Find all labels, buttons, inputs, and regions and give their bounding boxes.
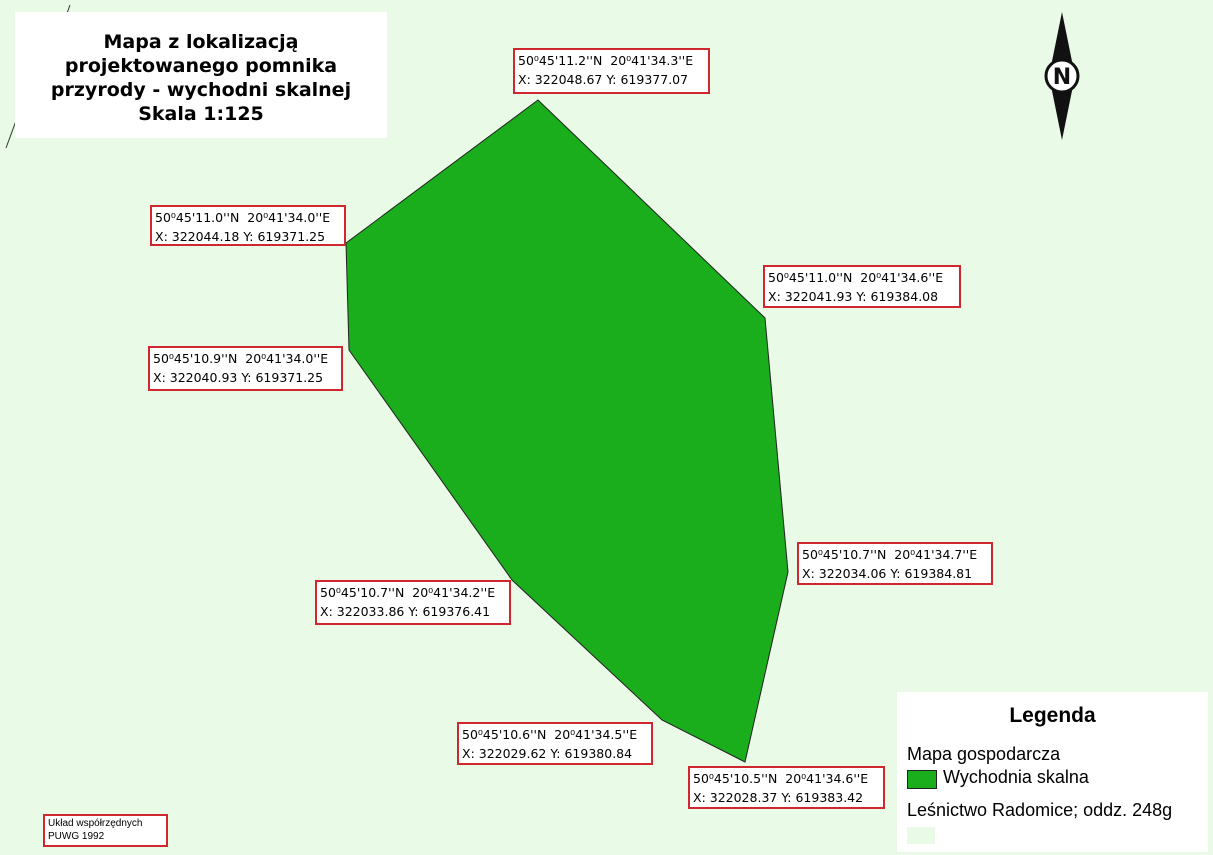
vertex-label: 50⁰45'11.0''N 20⁰41'34.0''E X: 322044.18 … (150, 205, 346, 246)
legend-item: Wychodnia skalna (943, 767, 1089, 787)
vertex-label: 50⁰45'11.0''N 20⁰41'34.6''E X: 322041.93 … (763, 265, 961, 308)
xy: X: 322041.93 Y: 619384.08 (768, 289, 939, 304)
dms: 50⁰45'11.0''N 20⁰41'34.6''E (768, 270, 944, 285)
legend-title: Legenda (1009, 704, 1096, 727)
north-arrow: N (1044, 12, 1080, 140)
legend-swatch (907, 827, 935, 844)
dms: 50⁰45'10.9''N 20⁰41'34.0''E (153, 351, 329, 366)
rock-outcrop (345, 99, 789, 763)
xy: X: 322034.06 Y: 619384.81 (802, 566, 973, 581)
legend-item: Leśnictwo Radomice; oddz. 248g (907, 800, 1173, 820)
legend-swatch (907, 770, 937, 789)
legend-group: Mapa gospodarcza (907, 744, 1061, 764)
north-label: N (1053, 65, 1071, 90)
map-title: Mapa z lokalizacją projektowanego pomnik… (15, 12, 387, 138)
vertex-label: 50⁰45'10.7''N 20⁰41'34.7''E X: 322034.06 … (797, 542, 993, 585)
vertex-label: 50⁰45'10.7''N 20⁰41'34.2''E X: 322033.86 … (315, 580, 511, 625)
vertex-label: 50⁰45'11.2''N 20⁰41'34.3''E X: 322048.67 … (513, 48, 710, 94)
cs-line: Układ współrzędnych (48, 818, 143, 829)
xy: X: 322033.86 Y: 619376.41 (320, 604, 491, 619)
dms: 50⁰45'10.7''N 20⁰41'34.2''E (320, 585, 496, 600)
dms: 50⁰45'11.0''N 20⁰41'34.0''E (155, 210, 331, 225)
xy: X: 322044.18 Y: 619371.25 (155, 229, 326, 244)
scale-text: Skala 1:125 (138, 103, 264, 125)
vertex-label: 50⁰45'10.9''N 20⁰41'34.0''E X: 322040.93 … (148, 346, 343, 391)
dms: 50⁰45'10.6''N 20⁰41'34.5''E (462, 727, 638, 742)
xy: X: 322028.37 Y: 619383.42 (693, 790, 864, 805)
vertex-label: 50⁰45'10.5''N 20⁰41'34.6''E X: 322028.37 … (688, 766, 885, 809)
coordinate-system: Układ współrzędnych PUWG 1992 (43, 814, 168, 847)
vertex-label: 50⁰45'10.6''N 20⁰41'34.5''E X: 322029.62 … (457, 722, 653, 765)
legend: Legenda Mapa gospodarcza Wychodnia skaln… (897, 692, 1208, 852)
dms: 50⁰45'10.5''N 20⁰41'34.6''E (693, 771, 869, 786)
cs-line: PUWG 1992 (48, 831, 105, 842)
dms: 50⁰45'10.7''N 20⁰41'34.7''E (802, 547, 978, 562)
dms: 50⁰45'11.2''N 20⁰41'34.3''E (518, 53, 694, 68)
xy: X: 322040.93 Y: 619371.25 (153, 370, 324, 385)
xy: X: 322029.62 Y: 619380.84 (462, 746, 633, 761)
xy: X: 322048.67 Y: 619377.07 (518, 72, 689, 87)
title-text: Mapa z lokalizacją projektowanego pomnik… (50, 31, 352, 101)
